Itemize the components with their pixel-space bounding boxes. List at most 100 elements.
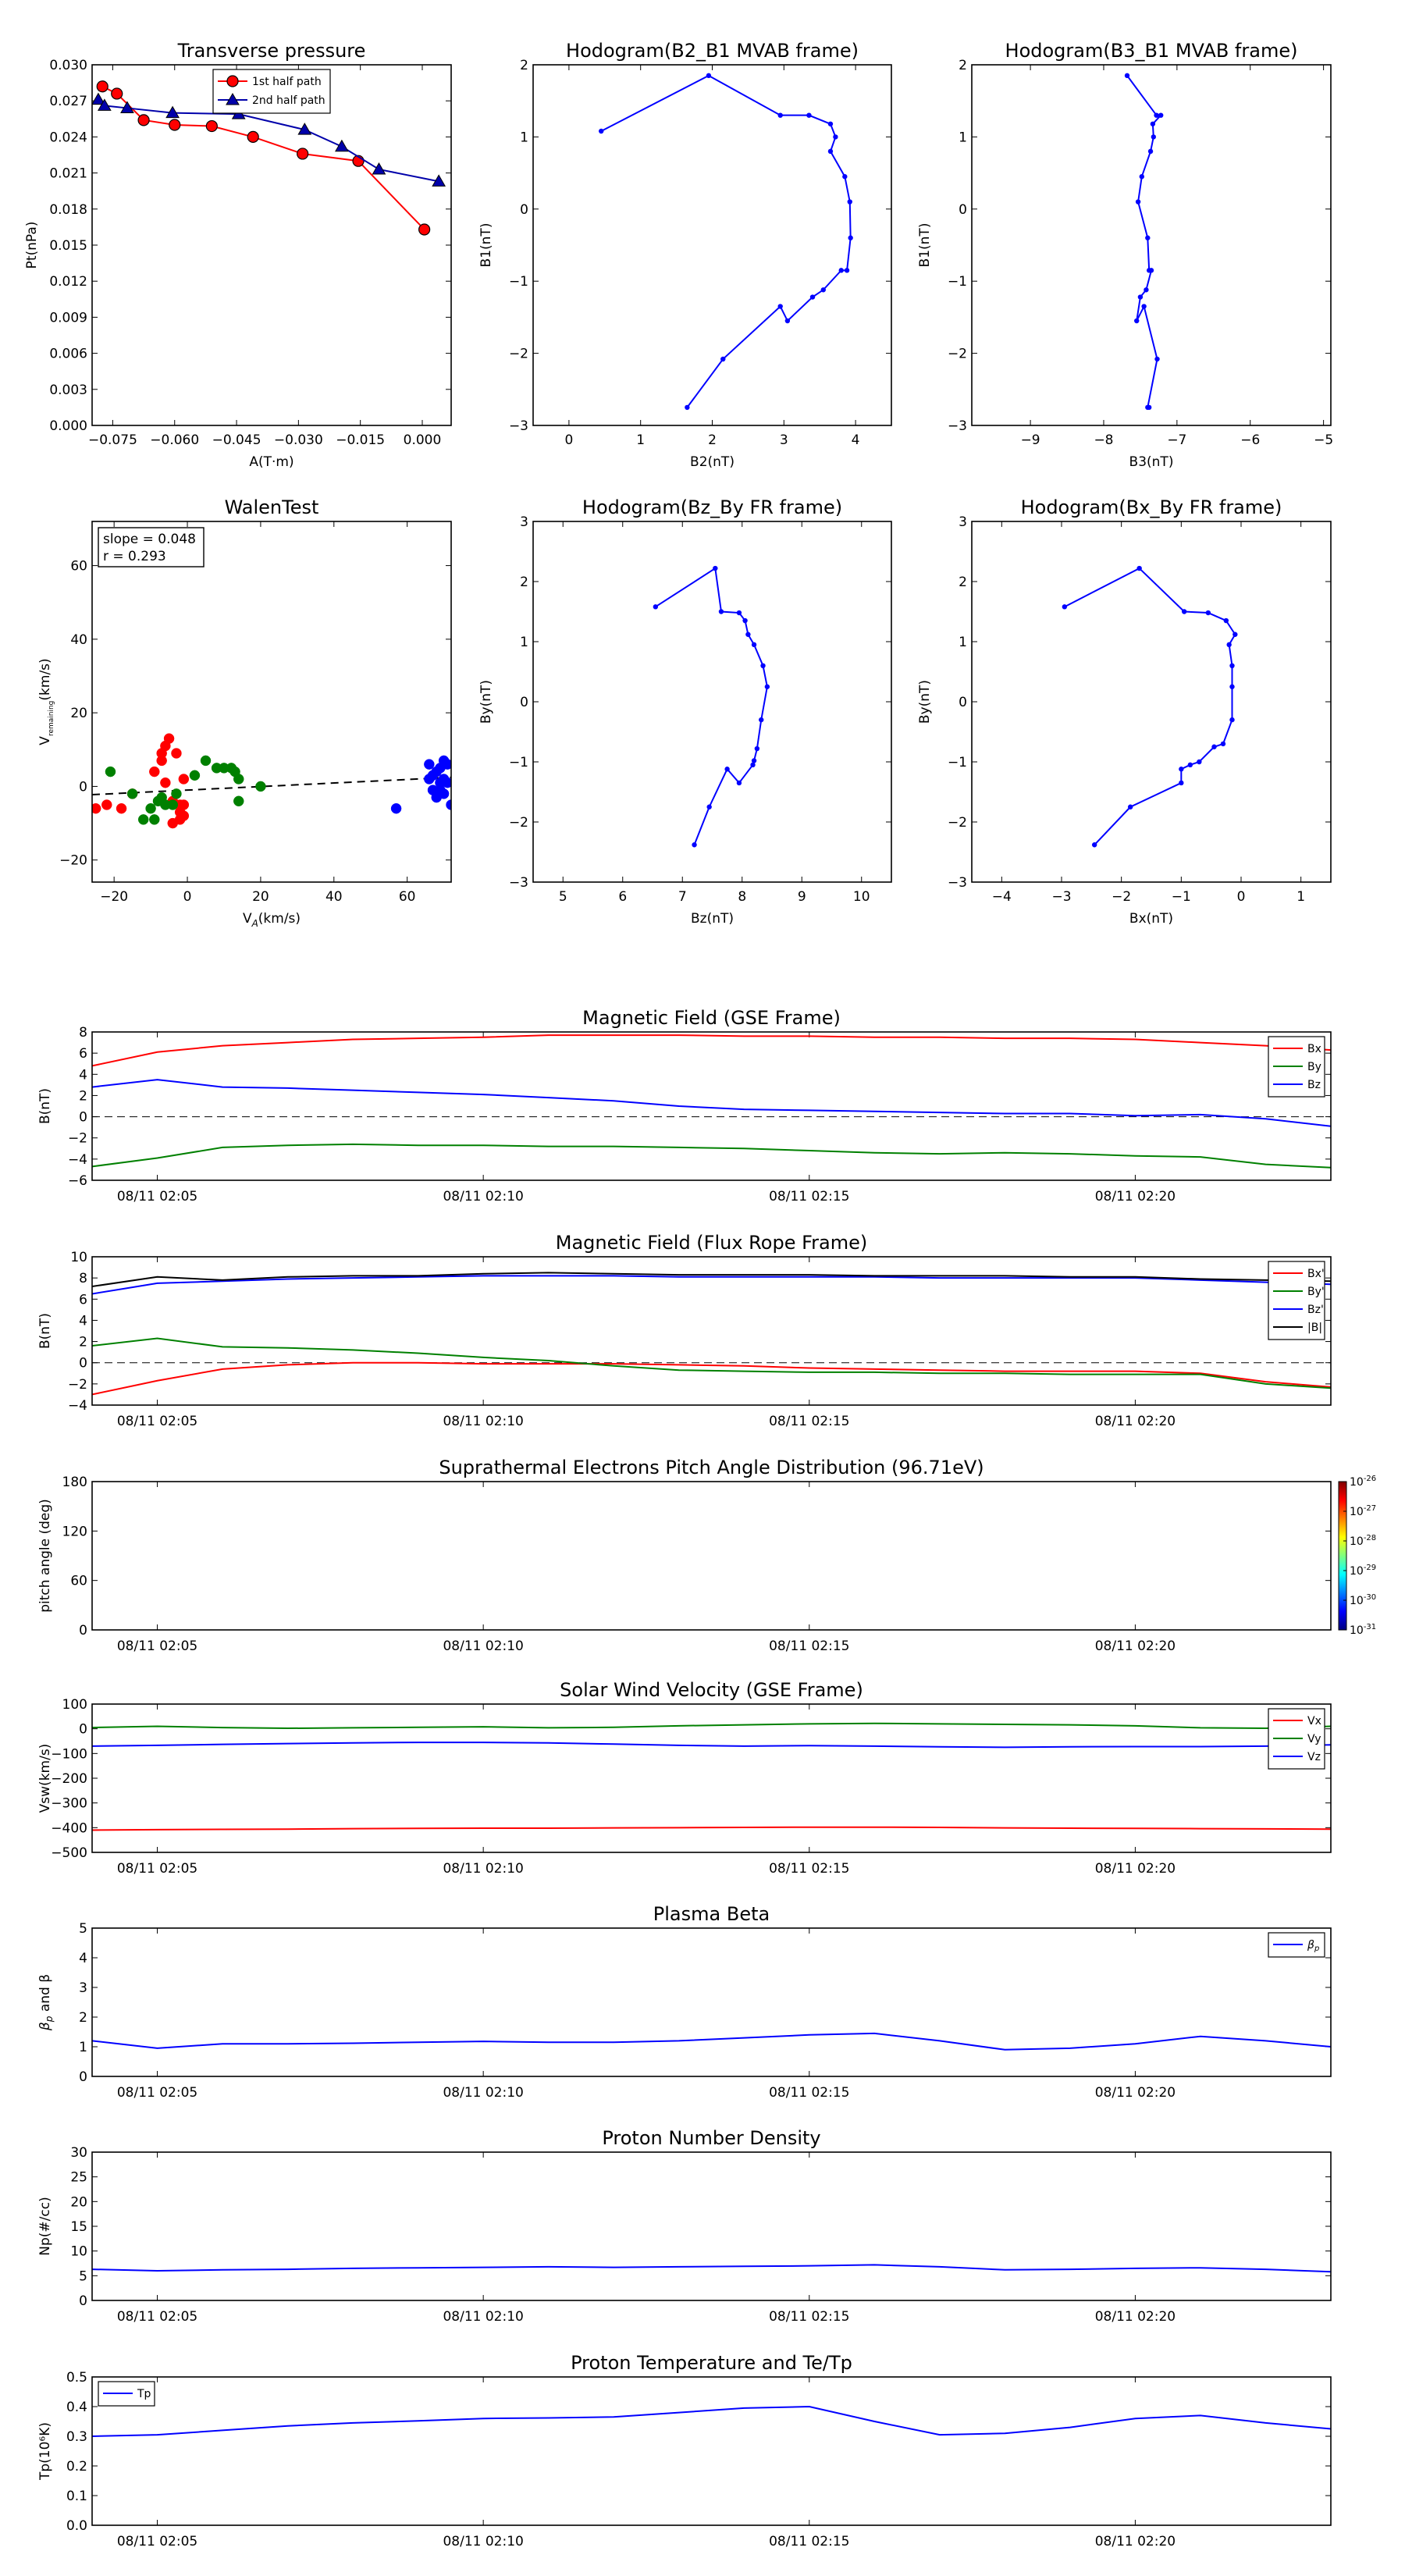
y-tick-label: 5: [79, 1921, 87, 1937]
series-group: [1062, 565, 1238, 848]
data-point: [847, 199, 852, 205]
legend-label: Tp: [137, 2388, 151, 2400]
x-tick-label: 08/11 02:20: [1095, 1861, 1176, 1877]
y-tick-label: 0.015: [49, 238, 87, 254]
data-point: [432, 174, 446, 187]
y-tick-label: 1: [520, 635, 528, 650]
x-tick-label: 08/11 02:05: [117, 1414, 197, 1429]
y-axis-label: B(nT): [37, 1313, 53, 1349]
data-point: [1179, 767, 1184, 772]
data-point: [827, 121, 834, 126]
y-tick-label: −6: [68, 1173, 87, 1189]
data-point: [1181, 609, 1187, 614]
y-tick-label: −2: [68, 1377, 87, 1393]
y-tick-label: 30: [70, 2145, 87, 2161]
y-tick-label: 1: [959, 635, 967, 650]
x-tick-label: 08/11 02:10: [443, 2309, 523, 2325]
data-point: [171, 748, 182, 759]
data-point: [1197, 759, 1202, 765]
y-tick-label: 2: [79, 1335, 87, 1350]
data-point: [736, 780, 742, 786]
y-tick-label: 0: [79, 1722, 87, 1738]
plot-frame: [91, 521, 452, 883]
data-point: [706, 73, 712, 79]
legend-label: Bx': [1307, 1268, 1325, 1280]
series-line: [92, 1742, 1331, 1749]
data-point: [1229, 684, 1235, 689]
y-tick-label: −2: [68, 1131, 87, 1147]
x-tick-label: 0: [564, 432, 573, 448]
data-point: [126, 788, 138, 799]
x-tick-label: −0.060: [150, 432, 199, 448]
y-axis-label: Np(#/cc): [37, 2197, 53, 2255]
x-tick-label: 08/11 02:20: [1095, 2309, 1176, 2325]
x-tick-label: 08/11 02:05: [117, 2085, 197, 2101]
y-tick-label: 0.0: [66, 2518, 87, 2534]
data-point: [149, 766, 160, 777]
data-point: [92, 92, 105, 105]
y-tick-label: 0.027: [49, 94, 87, 109]
y-tick-label: −300: [51, 1796, 87, 1812]
y-tick-label: 0.3: [66, 2429, 87, 2445]
y-tick-label: 0: [79, 779, 87, 795]
data-point: [446, 799, 451, 810]
chart-tp: Transverse pressure0.0000.0030.0060.0090…: [24, 40, 452, 470]
x-tick-label: −4: [992, 889, 1012, 905]
data-point: [418, 223, 431, 236]
y-axis-label: Vsw(km/s): [37, 1744, 53, 1813]
chart-title: Solar Wind Velocity (GSE Frame): [560, 1679, 863, 1701]
y-tick-label: 25: [70, 2170, 87, 2186]
y-tick-label: 0: [79, 2069, 87, 2085]
legend-label: Bz: [1307, 1079, 1321, 1091]
data-point: [1141, 304, 1147, 309]
data-point: [777, 304, 783, 309]
chart-title: Hodogram(B2_B1 MVAB frame): [566, 40, 859, 62]
data-point: [750, 762, 756, 768]
data-point: [200, 755, 212, 767]
data-point: [116, 802, 127, 814]
y-tick-label: 40: [70, 632, 87, 648]
data-point: [784, 318, 791, 324]
x-axis-label: B3(nT): [1129, 454, 1174, 470]
y-tick-label: 5: [79, 2268, 87, 2284]
y-tick-label: −2: [509, 815, 528, 831]
y-tick-label: 60: [70, 559, 87, 575]
x-tick-label: 0: [1237, 889, 1246, 905]
data-point: [833, 134, 838, 140]
series-group: [599, 73, 853, 411]
y-tick-label: 8: [79, 1271, 87, 1286]
data-point: [764, 684, 770, 689]
data-point: [335, 139, 349, 152]
series-group: [653, 565, 770, 848]
y-tick-label: −100: [51, 1746, 87, 1762]
y-tick-label: 0: [79, 1623, 87, 1638]
y-tick-label: 4: [79, 1313, 87, 1329]
legend-label: Bx: [1307, 1043, 1321, 1055]
data-point: [145, 802, 156, 814]
data-point: [724, 767, 730, 772]
colorbar-label: 10-29: [1350, 1564, 1376, 1578]
colorbar-label: 10-31: [1350, 1623, 1376, 1637]
data-point: [438, 788, 450, 799]
y-tick-label: −20: [59, 853, 87, 869]
plot-frame: [91, 1703, 1332, 1853]
x-tick-label: 1: [636, 432, 645, 448]
y-tick-label: −3: [948, 418, 967, 434]
y-tick-label: 2: [520, 58, 528, 73]
plot-frame: [532, 521, 892, 883]
data-point: [1136, 565, 1142, 571]
chart-title: WalenTest: [225, 496, 319, 518]
x-tick-label: 5: [559, 889, 567, 905]
y-tick-label: 0: [959, 202, 967, 218]
x-tick-label: 4: [852, 432, 860, 448]
series-line: [92, 1272, 1331, 1287]
y-tick-label: 2: [520, 575, 528, 590]
data-point: [1148, 268, 1154, 273]
x-tick-label: 10: [853, 889, 870, 905]
chart-title: Transverse pressure: [177, 40, 366, 62]
data-point: [692, 842, 697, 848]
y-tick-label: 10: [70, 2244, 87, 2260]
legend-label: By': [1307, 1286, 1325, 1298]
x-tick-label: 20: [252, 889, 269, 905]
chart-title: Magnetic Field (GSE Frame): [582, 1007, 841, 1029]
